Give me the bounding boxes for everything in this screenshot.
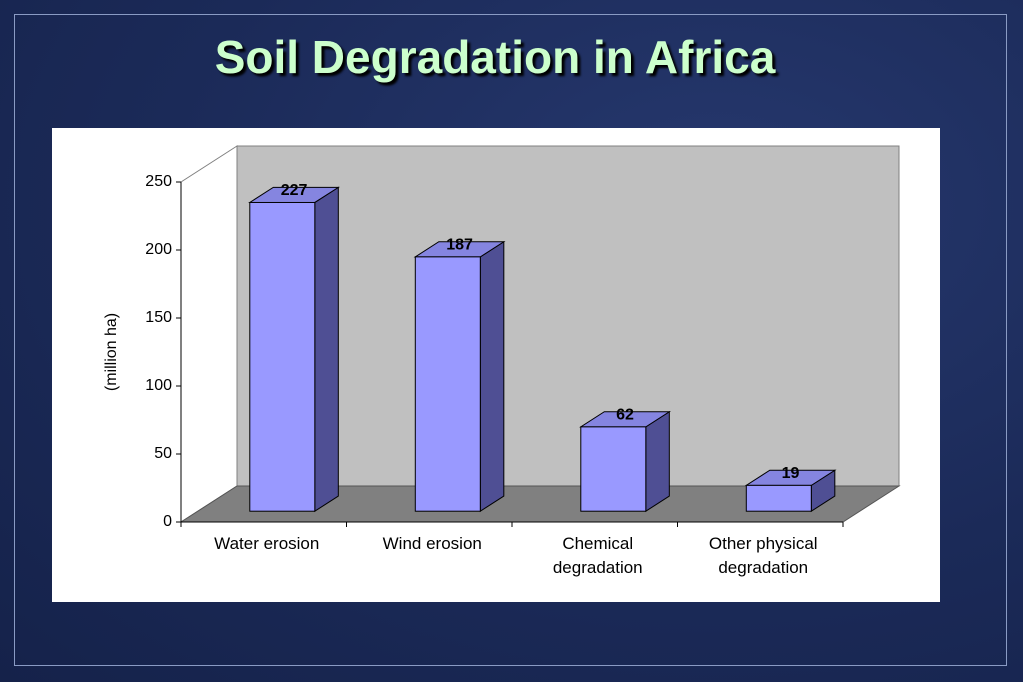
bar-front <box>745 484 812 512</box>
data-label: 187 <box>446 237 473 254</box>
data-label: 227 <box>281 182 308 199</box>
y-tick-label: 0 <box>163 513 172 530</box>
x-tick-label: Wind erosion <box>382 534 482 553</box>
slide-title: Soil Degradation in Africa <box>214 31 776 83</box>
x-tick-label: Other physical degradation <box>708 534 818 577</box>
y-tick-label: 250 <box>145 173 172 190</box>
bar <box>744 469 837 513</box>
y-tick-label: 100 <box>145 377 172 394</box>
bar <box>248 186 341 513</box>
bar-side <box>314 186 339 513</box>
bar-side <box>645 410 670 513</box>
side-wall <box>180 145 238 523</box>
x-tick-label: Chemical degradation <box>552 534 643 577</box>
bar-front <box>414 256 481 512</box>
frame <box>14 14 1007 666</box>
bar-front <box>580 426 647 512</box>
bar <box>579 410 672 513</box>
bar-front <box>249 201 316 512</box>
bar <box>413 240 506 513</box>
y-axis-label: (million ha) <box>103 313 120 391</box>
y-tick-label: 200 <box>145 241 172 258</box>
data-label: 19 <box>782 465 800 482</box>
y-tick-label: 150 <box>145 309 172 326</box>
data-label: 62 <box>616 407 634 424</box>
bar-side <box>479 240 505 513</box>
y-tick-label: 50 <box>154 445 172 462</box>
x-tick-label: Water erosion <box>214 534 320 553</box>
